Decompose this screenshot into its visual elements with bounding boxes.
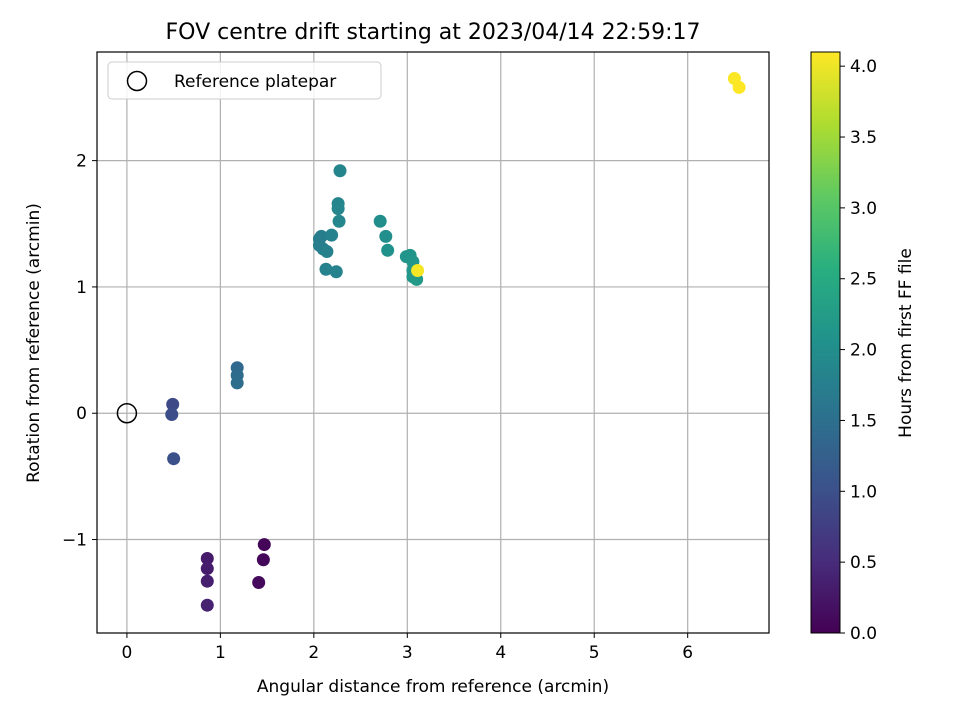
scatter-point xyxy=(373,214,387,228)
colorbar-tick-label: 4.0 xyxy=(850,57,877,77)
y-tick-label: 2 xyxy=(76,152,87,172)
colorbar-tick-label: 1.0 xyxy=(850,482,877,502)
colorbar-label: Hours from first FF file xyxy=(896,248,916,438)
x-tick-label: 0 xyxy=(121,643,132,663)
y-axis-label: Rotation from reference (arcmin) xyxy=(24,203,44,483)
colorbar-frame xyxy=(810,51,841,634)
scatter-point xyxy=(325,228,339,242)
x-tick-label: 1 xyxy=(215,643,226,663)
scatter-point xyxy=(331,202,345,216)
scatter-point xyxy=(200,574,214,588)
legend-box xyxy=(107,61,382,100)
legend-entry-reference: Reference platepar xyxy=(174,72,336,92)
scatter-point xyxy=(732,80,746,94)
colorbar-tick-label: 0.5 xyxy=(850,553,877,573)
y-tick-label: 1 xyxy=(76,278,87,298)
reference-layer xyxy=(116,402,138,424)
x-tick-label: 3 xyxy=(402,643,413,663)
scatter-point xyxy=(379,229,393,243)
scatter-point xyxy=(319,262,333,276)
legend-marker-icon xyxy=(126,70,148,92)
scatter-point xyxy=(166,397,180,411)
reference-point xyxy=(116,402,138,424)
grid-lines xyxy=(97,52,769,633)
x-tick-label: 2 xyxy=(308,643,319,663)
x-tick-label: 6 xyxy=(682,643,693,663)
scatter-point xyxy=(200,551,214,565)
y-tick-label: −1 xyxy=(62,531,87,551)
plot-frame xyxy=(96,51,770,634)
scatter-point xyxy=(320,245,334,259)
scatter-point xyxy=(332,214,346,228)
chart-title: FOV centre drift starting at 2023/04/14 … xyxy=(166,20,701,45)
scatter-point xyxy=(200,598,214,612)
scatter-point xyxy=(257,538,271,552)
colorbar-tick-label: 3.0 xyxy=(850,199,877,219)
scatter-point xyxy=(411,264,425,278)
colorbar-tick-label: 2.5 xyxy=(850,270,877,290)
scatter-point xyxy=(230,376,244,390)
colorbar-tick-label: 0.0 xyxy=(850,624,877,644)
y-axis-ticks: −1 0 1 2 xyxy=(62,152,97,551)
x-axis-ticks: 0 1 2 3 4 5 6 xyxy=(121,633,693,663)
colorbar-tick-label: 2.0 xyxy=(850,341,877,361)
scatter-point xyxy=(333,164,347,178)
colorbar: 0.0 0.5 1.0 1.5 2.0 2.5 3.0 3.5 4.0 Hours from f… xyxy=(810,51,916,644)
scatter-point xyxy=(165,407,179,421)
colorbar-gradient xyxy=(811,52,840,633)
scatter-point xyxy=(200,562,214,576)
x-tick-label: 5 xyxy=(589,643,600,663)
scatter-point xyxy=(256,553,270,567)
colorbar-tick-label: 1.5 xyxy=(850,411,877,431)
scatter-point xyxy=(252,575,266,589)
x-axis-label: Angular distance from reference (arcmin) xyxy=(257,677,609,697)
scatter-point xyxy=(167,452,181,466)
scatter-point xyxy=(381,243,395,257)
y-tick-label: 0 xyxy=(76,404,87,424)
legend: Reference platepar xyxy=(107,61,382,100)
scatter-point xyxy=(329,265,343,279)
x-tick-label: 4 xyxy=(495,643,506,663)
colorbar-ticks: 0.0 0.5 1.0 1.5 2.0 2.5 3.0 3.5 4.0 xyxy=(840,57,877,644)
scatter-points xyxy=(165,72,746,612)
colorbar-tick-label: 3.5 xyxy=(850,128,877,148)
